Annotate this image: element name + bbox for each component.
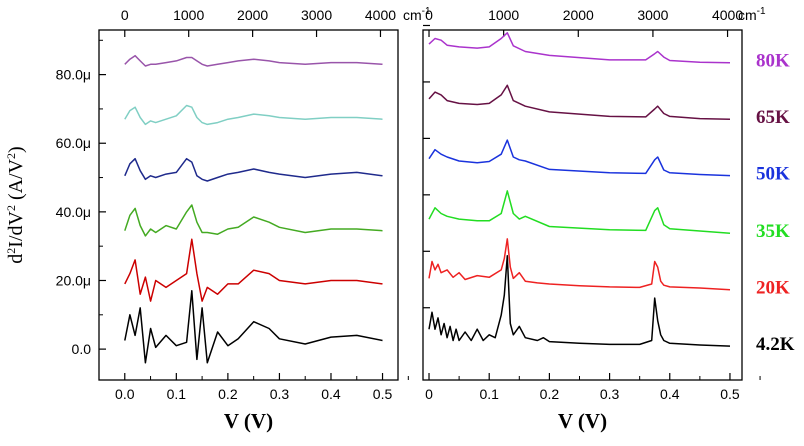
x-tick-label: 0.2 [218,386,238,402]
series-line-35K [124,204,383,237]
x-tick-label: 0.5 [720,386,740,402]
series-line-65K [428,84,731,120]
series-line-4.2K [428,255,731,347]
x-tick-label: 0.1 [167,386,187,402]
series-line-35K [428,190,731,234]
x-tick-label: 0.3 [600,386,620,402]
x-tick-label: 0.3 [270,386,290,402]
series-line-80K [428,32,731,64]
x-tick-label: 0.4 [321,386,341,402]
top-tick-label: 3000 [301,7,332,23]
top-tick-label: 3000 [637,7,668,23]
plot-frame [422,29,743,381]
temperature-label: 35K [756,221,790,242]
top-tick-label: 0 [121,7,129,23]
panel-left: 0.0 0.1 0.2 0.3 0.4 0.5 V (V) 0 1000 2000 3000 4000… [4,6,431,433]
temperature-label: 20K [756,278,790,299]
top-axis-unit: cm-1 [738,6,766,23]
y-tick-label: 80.0μ [56,67,91,83]
top-tick-label: 4000 [365,7,396,23]
top-tick-label: 2000 [237,7,268,23]
top-tick-label: 1000 [488,7,519,23]
x-tick-label: 0.2 [540,386,560,402]
x-tick-label: 0.5 [373,386,393,402]
x-axis-title: V (V) [224,409,273,433]
y-tick-label: 0.0 [72,341,92,357]
plot-frame [98,29,399,381]
top-tick-label: 2000 [563,7,594,23]
temperature-label: 80K [756,51,790,72]
temperature-label: 4.2K [756,334,795,355]
y-tick-label: 20.0μ [56,272,91,288]
series-line-20K [124,238,383,302]
top-tick-label: 1000 [173,7,204,23]
x-tick-label: 0.4 [660,386,680,402]
series-line-20K [428,238,731,291]
series-line-80K [124,54,383,67]
x-tick-label: 0.0 [115,386,135,402]
top-axis-unit: cm-1 [403,6,431,23]
top-tick-label: 0 [425,7,433,23]
x-axis-title: V (V) [558,409,607,433]
y-tick-label: 60.0μ [56,135,91,151]
temperature-label: 65K [756,107,790,128]
series-line-65K [124,104,383,126]
top-tick-label: 4000 [712,7,743,23]
series-line-4.2K [124,290,383,364]
x-tick-label: 0.1 [479,386,499,402]
series-line-50K [428,139,731,177]
panel-right: 0 0.1 0.2 0.3 0.4 0.5 V (V) 0 1000 2000 3000 4000cm… [422,6,795,433]
y-axis-title: d2I/dV2 (A/V2) [4,146,27,263]
series-line-50K [124,157,383,182]
temperature-label: 50K [756,164,790,185]
x-tick-label: 0 [425,386,433,402]
y-tick-label: 40.0μ [56,204,91,220]
